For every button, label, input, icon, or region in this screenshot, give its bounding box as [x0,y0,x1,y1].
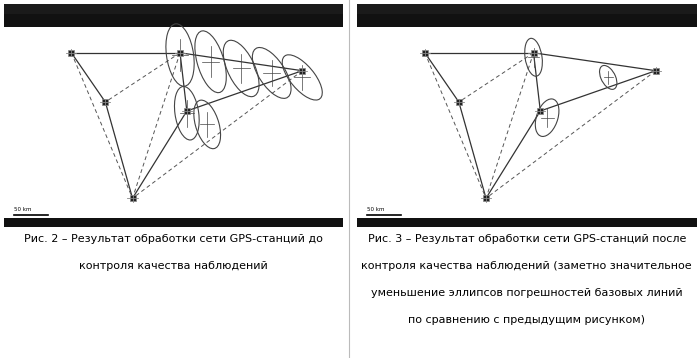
Text: контроля качества наблюдений (заметно значительное: контроля качества наблюдений (заметно зн… [361,261,692,271]
Text: уменьшение эллипсов погрешностей базовых линий: уменьшение эллипсов погрешностей базовых… [371,288,682,298]
Text: 50 km: 50 km [14,207,32,212]
Text: Рис. 3 – Результат обработки сети GPS-станций после: Рис. 3 – Результат обработки сети GPS-ст… [368,234,686,245]
Text: Рис. 2 – Результат обработки сети GPS-станций до: Рис. 2 – Результат обработки сети GPS-ст… [24,234,323,245]
Bar [4,218,343,227]
Bar [4,14,343,27]
Text: контроля качества наблюдений: контроля качества наблюдений [79,261,267,271]
Bar [4,4,343,14]
Bar [357,14,696,27]
Bar [357,218,696,227]
Bar [357,4,696,14]
Text: 50 km: 50 km [368,207,385,212]
Text: по сравнению с предыдущим рисунком): по сравнению с предыдущим рисунком) [408,315,645,325]
